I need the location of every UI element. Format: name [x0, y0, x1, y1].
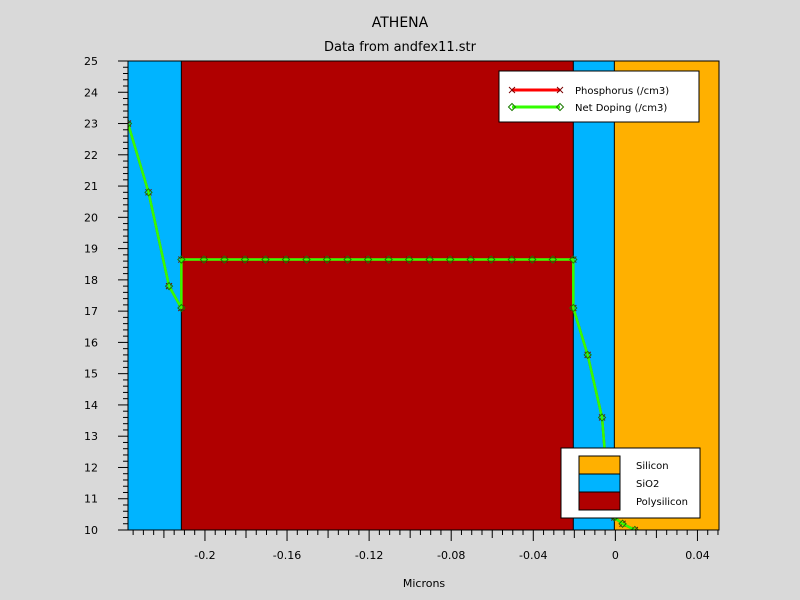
y-tick-label: 25: [84, 55, 98, 68]
series-net-point: [302, 255, 311, 264]
series-net-point: [425, 255, 434, 264]
legend-polysilicon-label: Polysilicon: [636, 497, 688, 508]
y-tick-label: 21: [84, 180, 98, 193]
legend-phosphorus-label: Phosphorus (/cm3): [575, 86, 669, 97]
x-tick-label: 0.04: [685, 549, 710, 562]
series-net-point: [261, 255, 270, 264]
x-axis: -0.2 -0.16 -0.12 -0.08 -0.04 0 0.04: [132, 530, 719, 562]
legend-silicon-swatch: [578, 455, 621, 475]
x-tick-label: -0.16: [273, 549, 301, 562]
series-net-point: [404, 255, 414, 264]
series-net-point: [507, 255, 516, 264]
y-tick-label: 24: [84, 86, 98, 99]
legend-silicon-label: Silicon: [636, 461, 669, 472]
series-net-point: [281, 255, 291, 264]
x-tick-label: -0.04: [519, 549, 547, 562]
series-net-point: [144, 188, 153, 197]
chart-title: ATHENA: [372, 15, 429, 31]
series-net-point: [445, 255, 455, 264]
y-tick-label: 13: [84, 430, 98, 443]
series-net-point: [128, 119, 133, 128]
legend-phosphorus-marker: [508, 86, 516, 94]
y-axis: 10 11 12 13 14 15 16 17 18 19 20 21 22 23 24 25: [84, 55, 128, 537]
y-tick-label: 22: [84, 149, 98, 162]
series-net-point: [618, 519, 627, 528]
series-net-point: [384, 255, 393, 264]
chart-subtitle: Data from andfex11.str: [324, 40, 477, 55]
y-tick-label: 18: [84, 274, 98, 287]
y-tick-label: 16: [84, 336, 98, 349]
plot-frame: [127, 60, 720, 531]
series-net-point: [164, 281, 174, 291]
x-tick-label: -0.2: [194, 549, 215, 562]
legend-net-marker: [555, 102, 565, 112]
series-net-point: [569, 303, 578, 313]
legend-net-marker: [507, 102, 517, 112]
y-tick-label: 17: [84, 305, 98, 318]
series-net-point: [322, 255, 332, 264]
y-tick-label: 14: [84, 399, 98, 412]
series-net-point: [466, 255, 475, 264]
legend-sio2-label: SiO2: [636, 479, 659, 490]
legend-net-label: Net Doping (/cm3): [575, 103, 667, 114]
series-net-point: [177, 255, 186, 264]
series-net-point: [548, 255, 557, 264]
x-axis-label: Microns: [403, 577, 446, 590]
y-tick-label: 10: [84, 524, 98, 537]
y-tick-label: 20: [84, 211, 98, 224]
legend-sio2-swatch: [578, 473, 621, 493]
series-net-point: [240, 255, 250, 264]
series-net-point: [630, 525, 640, 530]
x-tick-label: -0.12: [355, 549, 383, 562]
series-net-point: [583, 350, 592, 360]
y-tick-label: 11: [84, 493, 98, 506]
series-net-point: [528, 255, 537, 264]
region-polysilicon: [181, 61, 574, 530]
series-net-point: [220, 255, 229, 264]
y-tick-label: 12: [84, 461, 98, 474]
series-legend-box: [498, 70, 700, 123]
x-tick-label: 0: [612, 549, 619, 562]
series-net-line: [128, 123, 636, 530]
region-sio2: [128, 61, 182, 530]
y-tick-label: 23: [84, 118, 98, 131]
series-net-point: [597, 413, 607, 422]
series-net-point: [199, 255, 209, 264]
y-tick-label: 15: [84, 368, 98, 381]
y-tick-label: 19: [84, 243, 98, 256]
legend-polysilicon-swatch: [578, 491, 621, 511]
material-legend: Silicon SiO2 Polysilicon: [560, 447, 701, 519]
series-net-point: [363, 255, 373, 264]
series-net-point: [177, 303, 186, 313]
series-net-point: [343, 255, 352, 264]
series-net-point: [487, 255, 496, 264]
series-net-point: [569, 255, 578, 264]
x-tick-label: -0.08: [437, 549, 465, 562]
legend-phosphorus-marker: [556, 86, 564, 94]
series-legend: Phosphorus (/cm3) Net Doping (/cm3): [498, 70, 700, 123]
